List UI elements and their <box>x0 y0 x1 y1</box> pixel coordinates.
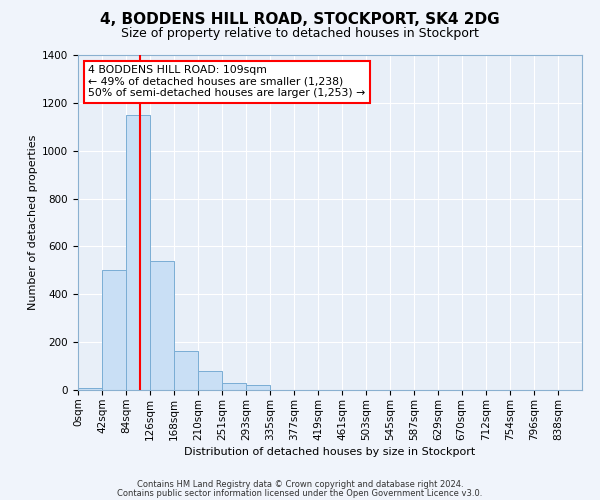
Bar <box>102 270 126 390</box>
Text: Size of property relative to detached houses in Stockport: Size of property relative to detached ho… <box>121 28 479 40</box>
Text: 4 BODDENS HILL ROAD: 109sqm
← 49% of detached houses are smaller (1,238)
50% of : 4 BODDENS HILL ROAD: 109sqm ← 49% of det… <box>88 65 365 98</box>
Bar <box>126 115 150 390</box>
Text: Contains public sector information licensed under the Open Government Licence v3: Contains public sector information licen… <box>118 488 482 498</box>
Text: 4, BODDENS HILL ROAD, STOCKPORT, SK4 2DG: 4, BODDENS HILL ROAD, STOCKPORT, SK4 2DG <box>100 12 500 28</box>
Y-axis label: Number of detached properties: Number of detached properties <box>28 135 38 310</box>
X-axis label: Distribution of detached houses by size in Stockport: Distribution of detached houses by size … <box>184 446 476 456</box>
Bar <box>222 383 246 390</box>
Bar <box>198 371 223 390</box>
Bar <box>78 388 102 390</box>
Bar <box>174 350 198 390</box>
Text: Contains HM Land Registry data © Crown copyright and database right 2024.: Contains HM Land Registry data © Crown c… <box>137 480 463 489</box>
Bar <box>150 261 174 390</box>
Bar <box>246 385 270 390</box>
